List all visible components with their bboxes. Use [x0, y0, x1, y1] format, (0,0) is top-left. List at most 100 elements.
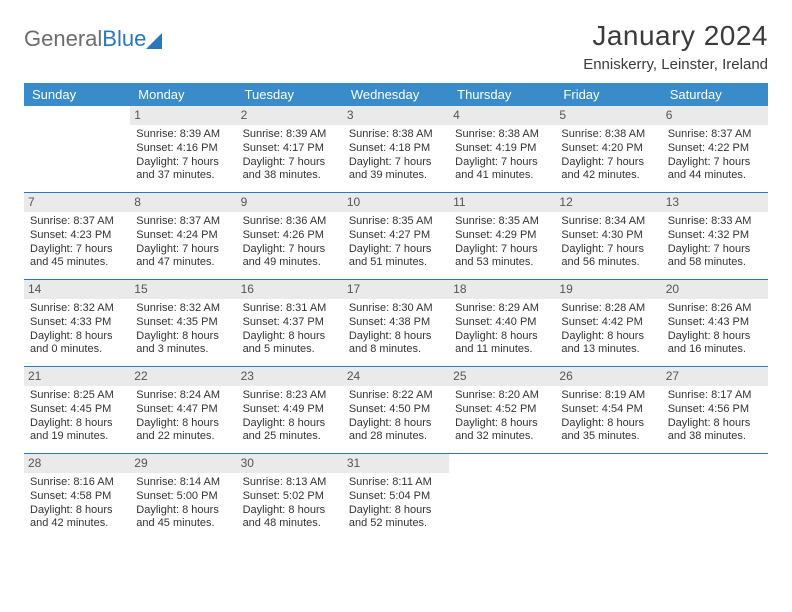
sunrise-line: Sunrise: 8:37 AM — [30, 215, 124, 229]
daylight-line1: Daylight: 7 hours — [243, 156, 337, 170]
sunset-line: Sunset: 4:58 PM — [30, 490, 124, 504]
daylight-line1: Daylight: 7 hours — [455, 156, 549, 170]
weekday-header: Wednesday — [343, 83, 449, 106]
sunset-line: Sunset: 5:02 PM — [243, 490, 337, 504]
month-title: January 2024 — [583, 20, 768, 52]
daylight-line2: and 53 minutes. — [455, 256, 549, 270]
daylight-line1: Daylight: 8 hours — [349, 504, 443, 518]
daylight-line1: Daylight: 7 hours — [561, 243, 655, 257]
day-cell — [555, 454, 661, 540]
daylight-line2: and 22 minutes. — [136, 430, 230, 444]
day-cell: 29Sunrise: 8:14 AMSunset: 5:00 PMDayligh… — [130, 454, 236, 540]
week-row: 7Sunrise: 8:37 AMSunset: 4:23 PMDaylight… — [24, 193, 768, 280]
sunrise-line: Sunrise: 8:26 AM — [668, 302, 762, 316]
sunrise-line: Sunrise: 8:37 AM — [668, 128, 762, 142]
sunset-line: Sunset: 4:16 PM — [136, 142, 230, 156]
weekday-header-row: Sunday Monday Tuesday Wednesday Thursday… — [24, 83, 768, 106]
daylight-line2: and 11 minutes. — [455, 343, 549, 357]
weeks-container: 1Sunrise: 8:39 AMSunset: 4:16 PMDaylight… — [24, 106, 768, 541]
day-cell: 18Sunrise: 8:29 AMSunset: 4:40 PMDayligh… — [449, 280, 555, 366]
day-number: 17 — [343, 280, 449, 299]
daylight-line1: Daylight: 7 hours — [30, 243, 124, 257]
daylight-line1: Daylight: 7 hours — [136, 156, 230, 170]
weekday-header: Friday — [555, 83, 661, 106]
sunrise-line: Sunrise: 8:35 AM — [455, 215, 549, 229]
day-cell: 23Sunrise: 8:23 AMSunset: 4:49 PMDayligh… — [237, 367, 343, 453]
sunrise-line: Sunrise: 8:17 AM — [668, 389, 762, 403]
day-number: 22 — [130, 367, 236, 386]
day-number: 1 — [130, 106, 236, 125]
sunset-line: Sunset: 4:24 PM — [136, 229, 230, 243]
day-number: 4 — [449, 106, 555, 125]
daylight-line2: and 42 minutes. — [561, 169, 655, 183]
day-cell — [662, 454, 768, 540]
sunrise-line: Sunrise: 8:35 AM — [349, 215, 443, 229]
daylight-line1: Daylight: 8 hours — [243, 417, 337, 431]
weekday-header: Tuesday — [237, 83, 343, 106]
sunset-line: Sunset: 4:26 PM — [243, 229, 337, 243]
sunrise-line: Sunrise: 8:38 AM — [349, 128, 443, 142]
day-number: 30 — [237, 454, 343, 473]
daylight-line2: and 56 minutes. — [561, 256, 655, 270]
daylight-line2: and 13 minutes. — [561, 343, 655, 357]
day-number: 14 — [24, 280, 130, 299]
day-cell: 1 Sunrise: 8:39 AMSunset: 4:16 PMDaylight… — [130, 106, 236, 192]
sunset-line: Sunset: 4:32 PM — [668, 229, 762, 243]
weekday-header: Thursday — [449, 83, 555, 106]
day-number: 21 — [24, 367, 130, 386]
weekday-header: Monday — [130, 83, 236, 106]
page-header: GeneralBlue January 2024 Enniskerry, Lei… — [24, 20, 768, 73]
day-cell: 6Sunrise: 8:37 AMSunset: 4:22 PMDaylight… — [662, 106, 768, 192]
daylight-line1: Daylight: 8 hours — [136, 504, 230, 518]
day-cell: 30Sunrise: 8:13 AMSunset: 5:02 PMDayligh… — [237, 454, 343, 540]
daylight-line2: and 32 minutes. — [455, 430, 549, 444]
sunset-line: Sunset: 4:42 PM — [561, 316, 655, 330]
day-number: 11 — [449, 193, 555, 212]
day-cell: 26Sunrise: 8:19 AMSunset: 4:54 PMDayligh… — [555, 367, 661, 453]
sunrise-line: Sunrise: 8:38 AM — [561, 128, 655, 142]
day-cell: 8Sunrise: 8:37 AMSunset: 4:24 PMDaylight… — [130, 193, 236, 279]
day-cell: 31Sunrise: 8:11 AMSunset: 5:04 PMDayligh… — [343, 454, 449, 540]
sunrise-line: Sunrise: 8:38 AM — [455, 128, 549, 142]
day-cell — [24, 106, 130, 192]
day-number: 18 — [449, 280, 555, 299]
weekday-header: Saturday — [662, 83, 768, 106]
daylight-line2: and 28 minutes. — [349, 430, 443, 444]
sunrise-line: Sunrise: 8:39 AM — [243, 128, 337, 142]
sunset-line: Sunset: 4:35 PM — [136, 316, 230, 330]
sunset-line: Sunset: 4:23 PM — [30, 229, 124, 243]
day-number: 8 — [130, 193, 236, 212]
sunset-line: Sunset: 4:50 PM — [349, 403, 443, 417]
week-row: 28Sunrise: 8:16 AMSunset: 4:58 PMDayligh… — [24, 454, 768, 541]
daylight-line2: and 41 minutes. — [455, 169, 549, 183]
daylight-line2: and 25 minutes. — [243, 430, 337, 444]
sunset-line: Sunset: 4:18 PM — [349, 142, 443, 156]
sunset-line: Sunset: 4:19 PM — [455, 142, 549, 156]
daylight-line2: and 58 minutes. — [668, 256, 762, 270]
day-cell: 27Sunrise: 8:17 AMSunset: 4:56 PMDayligh… — [662, 367, 768, 453]
day-cell: 14Sunrise: 8:32 AMSunset: 4:33 PMDayligh… — [24, 280, 130, 366]
day-number: 9 — [237, 193, 343, 212]
day-cell — [449, 454, 555, 540]
daylight-line1: Daylight: 7 hours — [349, 243, 443, 257]
day-number: 27 — [662, 367, 768, 386]
sunrise-line: Sunrise: 8:31 AM — [243, 302, 337, 316]
sunset-line: Sunset: 4:45 PM — [30, 403, 124, 417]
sunrise-line: Sunrise: 8:37 AM — [136, 215, 230, 229]
sunrise-line: Sunrise: 8:23 AM — [243, 389, 337, 403]
sunset-line: Sunset: 4:38 PM — [349, 316, 443, 330]
day-number: 15 — [130, 280, 236, 299]
day-number: 19 — [555, 280, 661, 299]
day-number: 23 — [237, 367, 343, 386]
daylight-line2: and 39 minutes. — [349, 169, 443, 183]
sunrise-line: Sunrise: 8:39 AM — [136, 128, 230, 142]
daylight-line2: and 0 minutes. — [30, 343, 124, 357]
sunrise-line: Sunrise: 8:32 AM — [30, 302, 124, 316]
sunset-line: Sunset: 4:33 PM — [30, 316, 124, 330]
day-cell: 28Sunrise: 8:16 AMSunset: 4:58 PMDayligh… — [24, 454, 130, 540]
logo: GeneralBlue — [24, 20, 162, 52]
day-cell: 4 Sunrise: 8:38 AMSunset: 4:19 PMDaylight… — [449, 106, 555, 192]
daylight-line1: Daylight: 8 hours — [30, 504, 124, 518]
sunset-line: Sunset: 4:43 PM — [668, 316, 762, 330]
sunrise-line: Sunrise: 8:29 AM — [455, 302, 549, 316]
